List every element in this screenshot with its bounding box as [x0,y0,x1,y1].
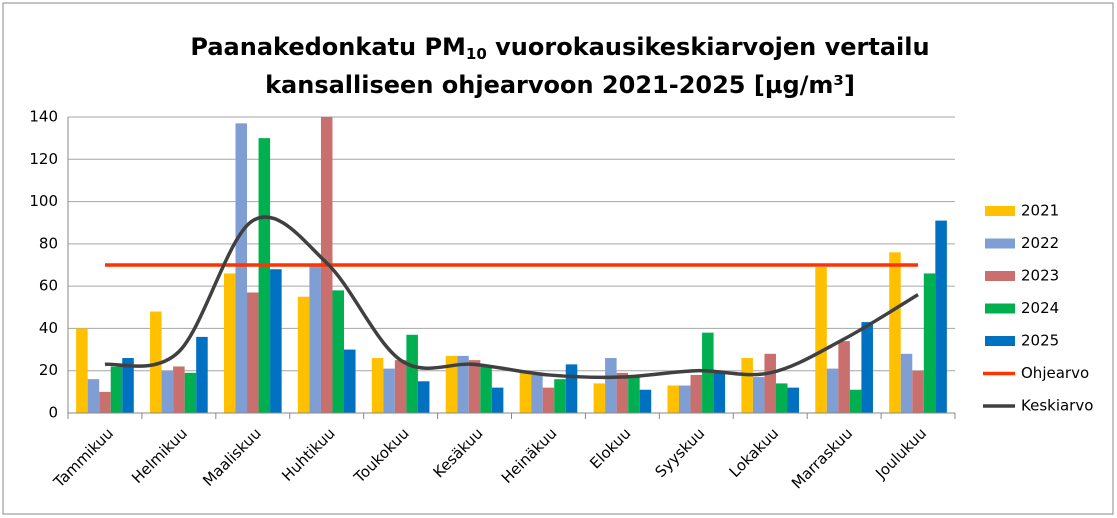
bar [110,366,123,413]
y-tick-label: 20 [39,361,58,379]
bar [605,358,617,413]
legend-label: 2023 [1021,267,1059,285]
bar [667,385,679,413]
bar [741,358,753,413]
bar [161,370,174,413]
bar [565,364,578,413]
legend-swatch [985,336,1015,346]
y-tick-label: 140 [29,108,58,126]
y-tick-label: 0 [48,404,58,422]
bar [900,353,913,413]
bar [196,336,208,413]
title-part: Paanakedonkatu PM [190,33,466,61]
bar [394,360,407,413]
bar [912,370,924,413]
bar [616,372,629,413]
bar [531,374,543,413]
bar [815,267,827,413]
legend-label: 2021 [1021,202,1059,220]
bar [775,383,788,413]
bar [480,366,492,413]
y-tick-label: 60 [39,277,58,295]
bar [923,273,936,413]
legend-swatch [985,271,1015,281]
bar [457,355,469,413]
chart-title: Paanakedonkatu PM10 vuorokausikeskiarvoj… [190,33,929,63]
bar [87,379,100,413]
bar [309,265,321,413]
bar [223,273,236,413]
bar [247,292,259,413]
legend-label: 2024 [1021,299,1059,317]
bar [849,389,862,413]
legend-label: 2025 [1021,332,1059,350]
bar [122,358,134,413]
bar [99,391,111,413]
bar [764,353,776,413]
bar [332,290,345,413]
bar [235,123,248,413]
bar [678,385,691,413]
bar [150,311,162,413]
chart-title: kansalliseen ohjearvoon 2021-2025 [µg/m³… [265,71,855,99]
bar [184,372,197,413]
bar [519,372,532,413]
bar [639,389,652,413]
bar [76,328,88,413]
bar [889,252,901,413]
legend-swatch [985,303,1015,314]
bar [542,387,555,413]
bar [935,220,947,413]
bar [297,296,310,413]
bar [628,374,640,413]
bar [173,366,185,413]
line [104,215,919,380]
bar [752,377,765,413]
legend-label: 2022 [1021,234,1059,252]
bar [702,332,714,413]
bar [713,372,726,413]
bar [468,360,481,413]
bar [344,349,356,413]
bar [383,368,395,413]
legend-label: Ohjearvo [1021,364,1089,382]
bar [258,138,271,413]
y-tick-label: 100 [29,192,58,210]
bar [406,334,418,413]
y-tick-label: 40 [39,319,58,337]
bar [445,355,458,413]
title-subscript: 10 [466,45,487,63]
title-part: vuorokausikeskiarvojen vertailu [487,33,930,61]
y-tick-label: 120 [29,150,58,168]
bar [417,381,430,413]
bar [270,269,282,413]
bar [491,387,504,413]
bar [826,368,839,413]
legend-swatch [985,238,1015,249]
legend-label: Keskiarvo [1021,397,1093,415]
y-tick-label: 80 [39,234,58,252]
bar [593,383,606,413]
legend-swatch [985,206,1015,216]
bar [371,358,384,413]
bar [787,387,800,413]
bar [861,322,873,413]
bar [838,341,850,413]
bar [690,374,703,413]
bar [554,379,566,413]
